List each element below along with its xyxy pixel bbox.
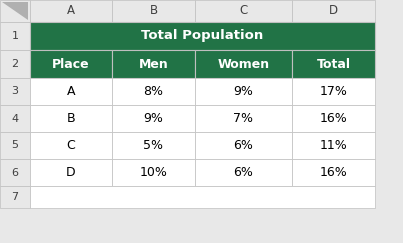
Text: B: B [66,112,75,125]
Text: 9%: 9% [234,85,253,98]
Bar [292,105,375,132]
Text: 1: 1 [12,31,19,41]
Text: Total Population: Total Population [141,29,264,43]
Polygon shape [2,2,28,20]
Bar [0,105,30,132]
Text: 6: 6 [12,167,19,177]
Bar [30,0,112,22]
Bar [0,132,30,159]
Text: D: D [66,166,76,179]
Text: B: B [150,5,158,17]
Text: Place: Place [52,58,90,70]
Bar [0,159,30,186]
Text: 5: 5 [12,140,19,150]
Bar [0,186,30,208]
Text: 6%: 6% [234,139,253,152]
Text: 3: 3 [12,87,19,96]
Bar [292,0,375,22]
Text: 7%: 7% [233,112,253,125]
Text: 2: 2 [11,59,19,69]
Bar [30,105,112,132]
Text: A: A [67,5,75,17]
Bar [195,132,292,159]
Bar [0,22,30,50]
Bar [30,78,112,105]
Bar [292,78,375,105]
Text: 9%: 9% [143,112,164,125]
Bar [195,0,292,22]
Text: Women: Women [218,58,270,70]
Text: 11%: 11% [320,139,347,152]
Text: 6%: 6% [234,166,253,179]
Bar [30,159,112,186]
Text: Total: Total [316,58,351,70]
Text: 16%: 16% [320,166,347,179]
Text: 5%: 5% [143,139,164,152]
Bar [0,0,30,22]
Text: 10%: 10% [139,166,167,179]
Bar [292,50,375,78]
Text: 17%: 17% [320,85,347,98]
Text: D: D [329,5,338,17]
Bar [112,0,195,22]
Bar [195,78,292,105]
Text: 7: 7 [11,192,19,202]
Bar [112,159,195,186]
Bar [112,78,195,105]
Text: 16%: 16% [320,112,347,125]
Text: 4: 4 [11,113,19,123]
Bar [30,22,375,50]
Text: C: C [239,5,247,17]
Bar [195,105,292,132]
Bar [195,50,292,78]
Text: A: A [67,85,75,98]
Bar [0,78,30,105]
Bar [292,132,375,159]
Bar [292,159,375,186]
Bar [0,50,30,78]
Bar [195,159,292,186]
Bar [112,105,195,132]
Text: C: C [66,139,75,152]
Bar [30,50,112,78]
Bar [30,132,112,159]
Text: Men: Men [139,58,168,70]
Bar [112,132,195,159]
Bar [112,50,195,78]
Bar [30,186,375,208]
Text: 8%: 8% [143,85,164,98]
